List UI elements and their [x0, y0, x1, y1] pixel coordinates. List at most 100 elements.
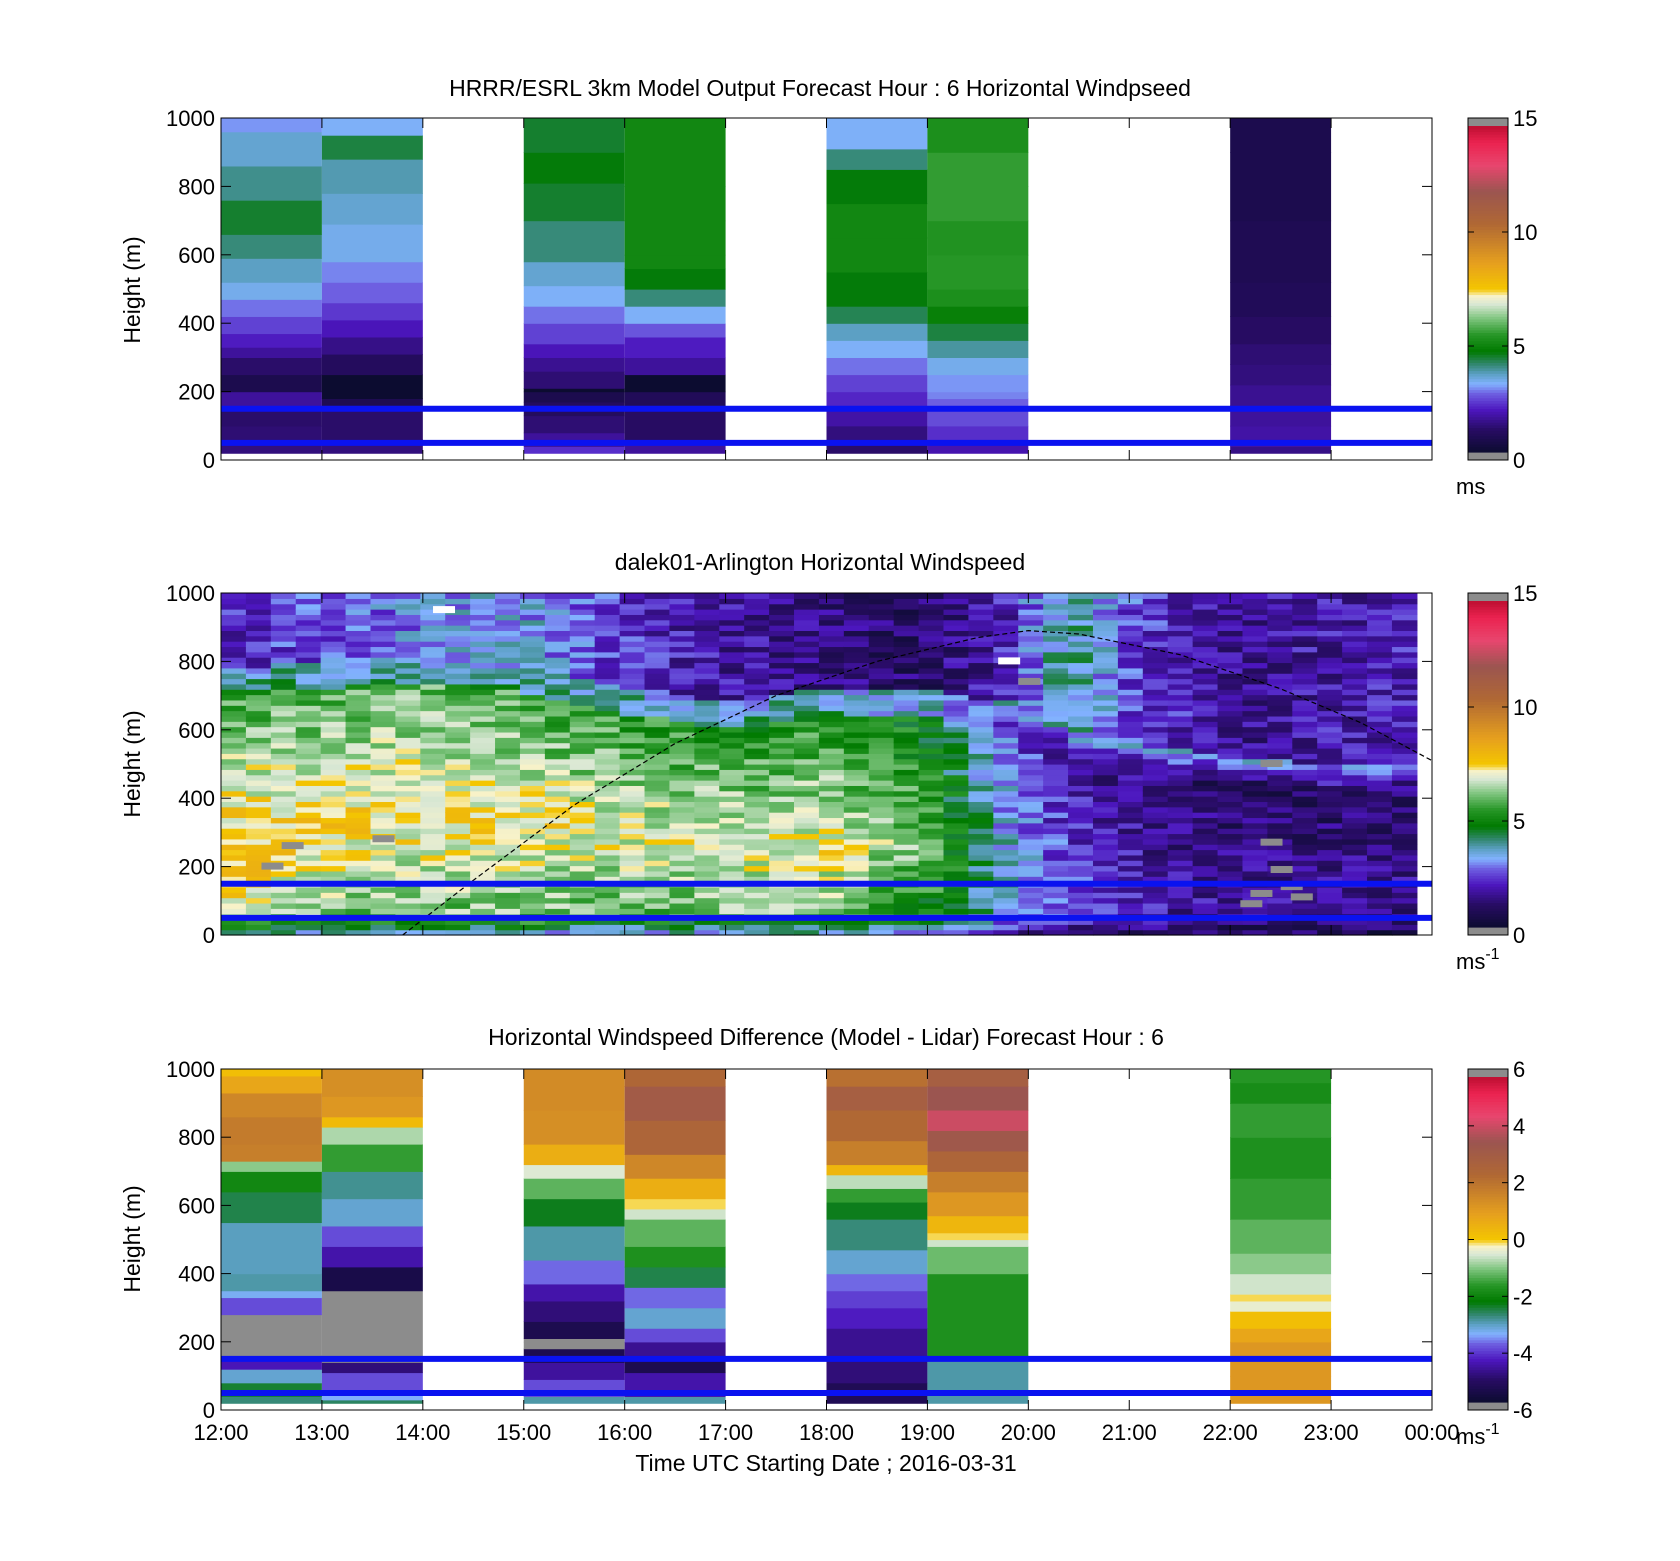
colorbar-swatch	[1468, 346, 1508, 350]
heatmap-cell	[1242, 796, 1268, 803]
heatmap-cell	[245, 731, 272, 738]
colorbar-swatch	[1468, 150, 1508, 154]
heatmap-cell	[818, 753, 845, 760]
heatmap-cell	[1317, 892, 1343, 899]
heatmap-cell	[1043, 630, 1069, 637]
heatmap-cell	[523, 1338, 625, 1343]
heatmap-cell	[644, 662, 671, 669]
heatmap-cell	[644, 892, 671, 899]
heatmap-cell	[1342, 828, 1368, 835]
heatmap-cell	[1167, 721, 1194, 728]
heatmap-cell	[321, 118, 423, 136]
heatmap-cell	[1342, 625, 1368, 632]
heatmap-cell	[1342, 833, 1368, 840]
heatmap-cell	[395, 609, 421, 615]
heatmap-cell	[1117, 849, 1144, 856]
heatmap-cell	[843, 924, 870, 931]
heatmap-cell	[544, 651, 571, 658]
heatmap-cell	[893, 758, 920, 765]
colorbar-swatch	[1468, 910, 1508, 915]
colorbar-swatch	[1468, 215, 1508, 219]
heatmap-cell	[519, 742, 546, 749]
heatmap-cell	[370, 731, 396, 738]
heatmap-cell	[669, 646, 695, 653]
heatmap-cell	[1018, 630, 1044, 637]
heatmap-cell	[1142, 705, 1169, 712]
heatmap-cell	[719, 705, 745, 712]
heatmap-cell	[569, 753, 596, 760]
heatmap-cell	[694, 609, 720, 615]
heatmap-cell	[769, 747, 795, 754]
heatmap-cell	[1018, 833, 1044, 840]
heatmap-cell	[1142, 747, 1169, 754]
heatmap-cell	[470, 849, 496, 856]
heatmap-cell	[1167, 929, 1194, 936]
heatmap-cell	[818, 609, 845, 615]
heatmap-cell	[826, 1290, 928, 1309]
heatmap-cell	[1142, 593, 1169, 599]
colorbar-swatch	[1468, 666, 1508, 670]
heatmap-cell	[345, 780, 372, 786]
heatmap-cell	[221, 758, 247, 765]
colorbar-swatch	[1468, 1323, 1508, 1327]
heatmap-cell	[843, 715, 870, 722]
heatmap-cell	[594, 603, 621, 610]
y-tick-label: 800	[178, 174, 215, 199]
heatmap-cell	[1292, 694, 1318, 701]
heatmap-cell	[918, 673, 945, 680]
heatmap-cell	[470, 742, 496, 749]
heatmap-cell	[619, 747, 646, 754]
heatmap-cell	[843, 870, 870, 877]
y-tick-label: 600	[178, 718, 215, 743]
heatmap-cell	[1167, 635, 1194, 642]
panel-title: Horizontal Windspeed Difference (Model -…	[488, 1024, 1164, 1050]
heatmap-cell	[918, 886, 945, 893]
heatmap-cell	[669, 849, 695, 856]
heatmap-cell	[794, 694, 820, 701]
heatmap-cell	[719, 769, 745, 776]
heatmap-cell	[1317, 699, 1343, 706]
heatmap-cell	[569, 849, 596, 856]
heatmap-cell	[295, 790, 322, 797]
colorbar-swatch	[1468, 259, 1508, 263]
heatmap-cell	[1292, 902, 1318, 909]
heatmap-cell	[1267, 609, 1293, 615]
heatmap-cell	[1043, 753, 1069, 760]
heatmap-cell	[744, 635, 770, 642]
heatmap-cell	[1043, 731, 1069, 738]
heatmap-cell	[445, 705, 471, 712]
heatmap-cell	[619, 764, 646, 770]
colorbar-swatch	[1468, 299, 1508, 304]
heatmap-cell	[1043, 683, 1069, 690]
heatmap-cell	[345, 747, 372, 754]
heatmap-cell	[1142, 689, 1169, 696]
heatmap-cell	[1267, 822, 1293, 829]
heatmap-cell	[1092, 710, 1119, 717]
heatmap-cell	[993, 673, 1019, 680]
heatmap-cell	[826, 1219, 928, 1251]
heatmap-cell	[1317, 918, 1343, 925]
heatmap-cell	[523, 1300, 625, 1322]
heatmap-cell	[395, 897, 421, 904]
heatmap-cell	[719, 683, 745, 690]
heatmap-cell	[519, 892, 546, 899]
heatmap-cell	[270, 657, 297, 664]
heatmap-cell	[370, 918, 396, 925]
panel-model-windspeed: HRRR/ESRL 3km Model Output Forecast Hour…	[119, 75, 1537, 499]
heatmap-cell	[1068, 785, 1094, 792]
heatmap-cell	[1367, 918, 1393, 925]
heatmap-cell	[1317, 737, 1343, 744]
heatmap-cell	[495, 609, 521, 615]
heatmap-cell	[744, 614, 770, 621]
colorbar-swatch	[1468, 340, 1508, 344]
heatmap-cell	[719, 625, 745, 632]
heatmap-cell	[445, 780, 471, 786]
heatmap-cell	[1043, 860, 1069, 867]
heatmap-cell	[1242, 860, 1268, 867]
heatmap-cell	[943, 844, 970, 851]
heatmap-cell	[719, 838, 745, 845]
heatmap-cell	[395, 699, 421, 706]
heatmap-cell	[495, 774, 521, 781]
heatmap-cell	[719, 822, 745, 829]
colorbar-swatch	[1468, 617, 1508, 621]
